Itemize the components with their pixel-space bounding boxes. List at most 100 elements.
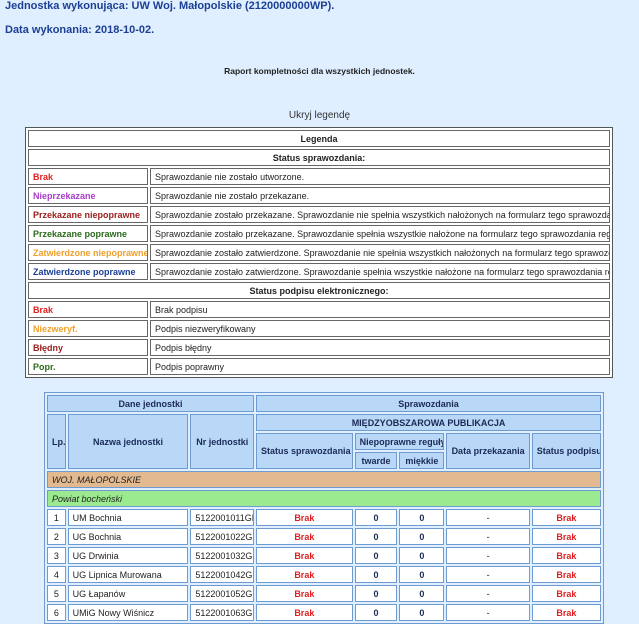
data-cell: Brak: [531, 585, 601, 602]
legend-description: Sprawozdanie nie zostało przekazane.: [150, 187, 610, 204]
data-row: 3 UG Drwinia 5122001032GP Brak 0 0- Brak: [47, 547, 601, 564]
data-cell: 0: [399, 566, 445, 583]
legend-row: Popr. Podpis poprawny: [28, 358, 610, 375]
data-cell: Brak: [256, 547, 353, 564]
voivodeship-row: WOJ. MAŁOPOLSKIE: [47, 471, 601, 488]
report-table: Dane jednostki Sprawozdania Lp. Nazwa jedno…: [44, 392, 604, 624]
legend-row: Status sprawozdania:: [28, 149, 610, 166]
header-row: twarde miękkie: [47, 452, 601, 469]
data-cell: 1: [47, 509, 66, 526]
data-cell: Brak: [256, 566, 353, 583]
legend-label: Brak: [28, 301, 148, 318]
data-cell: 6: [47, 604, 66, 621]
executor: Jednostka wykonująca: UW Woj. Małopolski…: [5, 0, 335, 12]
legend-label: Błędny: [28, 339, 148, 356]
data-cell: 4: [47, 566, 66, 583]
legend-row: Legenda: [28, 130, 610, 147]
data-cell: 0: [354, 547, 398, 564]
legend-label: Brak: [28, 168, 148, 185]
data-cell: Brak: [531, 509, 601, 526]
legend-description: Podpis poprawny: [150, 358, 610, 375]
legend-description: Podpis niezweryfikowany: [150, 320, 610, 337]
data-cell: 0: [354, 509, 398, 526]
legend-row: Przekazane poprawne Sprawozdanie zostało …: [28, 225, 610, 242]
legend-label: Zatwierdzone niepoprawne: [28, 244, 148, 261]
date: Data wykonania: 2018-10-02.: [5, 24, 155, 36]
data-cell: Brak: [531, 604, 601, 621]
data-row: 1 UM Bochnia 5122001011GP Brak 0 0- Brak: [47, 509, 601, 526]
header-cell: miękkie: [399, 452, 445, 469]
data-cell: UG Drwinia: [67, 547, 189, 564]
data-cell: 0: [354, 566, 398, 583]
legend-heading: Status sprawozdania:: [28, 149, 610, 166]
data-cell: Brak: [256, 604, 353, 621]
data-cell: 0: [399, 528, 445, 545]
legend-row: Niezweryf. Podpis niezweryfikowany: [28, 320, 610, 337]
legend-label: Zatwierdzone poprawne: [28, 263, 148, 280]
data-cell: UMiG Nowy Wiśnicz: [67, 604, 189, 621]
legend-label: Popr.: [28, 358, 148, 375]
header-cell: Nazwa jednostki: [67, 414, 189, 469]
data-cell: UG Łapanów: [67, 585, 189, 602]
legend-table: Legenda Status sprawozdania: Brak Sprawozda…: [25, 127, 613, 378]
header-cell: Nr jednostki: [190, 414, 255, 469]
legend-heading: Status podpisu elektronicznego:: [28, 282, 610, 299]
toggle-legend[interactable]: Ukryj legendę: [288, 110, 351, 121]
county-row: Powiat bocheński: [47, 490, 601, 507]
data-cell: 5122001032GP: [190, 547, 255, 564]
legend-description: Sprawozdanie nie zostało utworzone.: [150, 168, 610, 185]
header-row: Lp. Nazwa jednostki Nr jednostki MIĘDZYOBSZ…: [47, 414, 601, 469]
data-cell: 2: [47, 528, 66, 545]
county-cell: Powiat bocheński: [47, 490, 601, 507]
data-row: 4 UG Lipnica Murowana 5122001042GP Brak 0 0- B…: [47, 566, 601, 583]
data-cell: 5122001042GP: [190, 566, 255, 583]
legend-description: Sprawozdanie zostało zatwierdzone. Spraw…: [150, 263, 610, 280]
data-cell: 0: [399, 509, 445, 526]
data-cell: 0: [399, 547, 445, 564]
data-cell: 5122001052GP: [190, 585, 255, 602]
legend-description: Sprawozdanie zostało zatwierdzone. Spraw…: [150, 244, 610, 261]
header-cell: Data przekazania: [446, 433, 530, 469]
legend-row: Zatwierdzone niepoprawne Sprawozdanie zos…: [28, 244, 610, 261]
data-cell: Brak: [531, 528, 601, 545]
data-row: 6 UMiG Nowy Wiśnicz 5122001063GP Brak 0 0- Bra…: [47, 604, 601, 621]
data-cell: Brak: [256, 585, 353, 602]
data-cell: UG Bochnia: [67, 528, 189, 545]
report-title: Raport kompletności dla wszystkich jedno…: [224, 66, 415, 76]
header-cell: Status podpisu: [531, 433, 601, 469]
header-cell: Sprawozdania: [256, 395, 601, 412]
legend-label: Nieprzekazane: [28, 187, 148, 204]
data-cell: 0: [399, 604, 445, 621]
legend-row: Błędny Podpis błędny: [28, 339, 610, 356]
data-cell: -: [446, 509, 530, 526]
header-cell: Status sprawozdania: [256, 433, 353, 469]
data-cell: -: [446, 528, 530, 545]
header-cell: MIĘDZYOBSZAROWA PUBLIKACJA: [256, 414, 601, 431]
legend-description: Brak podpisu: [150, 301, 610, 318]
data-cell: Brak: [256, 528, 353, 545]
data-row: 5 UG Łapanów 5122001052GP Brak 0 0- Brak: [47, 585, 601, 602]
voivodeship-cell: WOJ. MAŁOPOLSKIE: [47, 471, 601, 488]
data-cell: -: [446, 566, 530, 583]
legend-description: Podpis błędny: [150, 339, 610, 356]
data-cell: 0: [354, 604, 398, 621]
legend-row: Brak Brak podpisu: [28, 301, 610, 318]
data-cell: 3: [47, 547, 66, 564]
data-row: 2 UG Bochnia 5122001022GP Brak 0 0- Brak: [47, 528, 601, 545]
legend-description: Sprawozdanie zostało przekazane. Sprawoz…: [150, 225, 610, 242]
data-cell: 0: [399, 585, 445, 602]
data-cell: -: [446, 547, 530, 564]
header-cell: twarde: [354, 452, 398, 469]
legend-description: Sprawozdanie zostało przekazane. Sprawoz…: [150, 206, 610, 223]
header-cell: Dane jednostki: [47, 395, 255, 412]
data-cell: Brak: [531, 547, 601, 564]
data-cell: UG Lipnica Murowana: [67, 566, 189, 583]
legend-row: Brak Sprawozdanie nie zostało utworzone.: [28, 168, 610, 185]
data-cell: Brak: [531, 566, 601, 583]
data-cell: 5122001022GP: [190, 528, 255, 545]
data-cell: Brak: [256, 509, 353, 526]
legend-row: Status podpisu elektronicznego:: [28, 282, 610, 299]
header-cell: Lp.: [47, 414, 66, 469]
legend-label: Przekazane niepoprawne: [28, 206, 148, 223]
data-cell: -: [446, 604, 530, 621]
